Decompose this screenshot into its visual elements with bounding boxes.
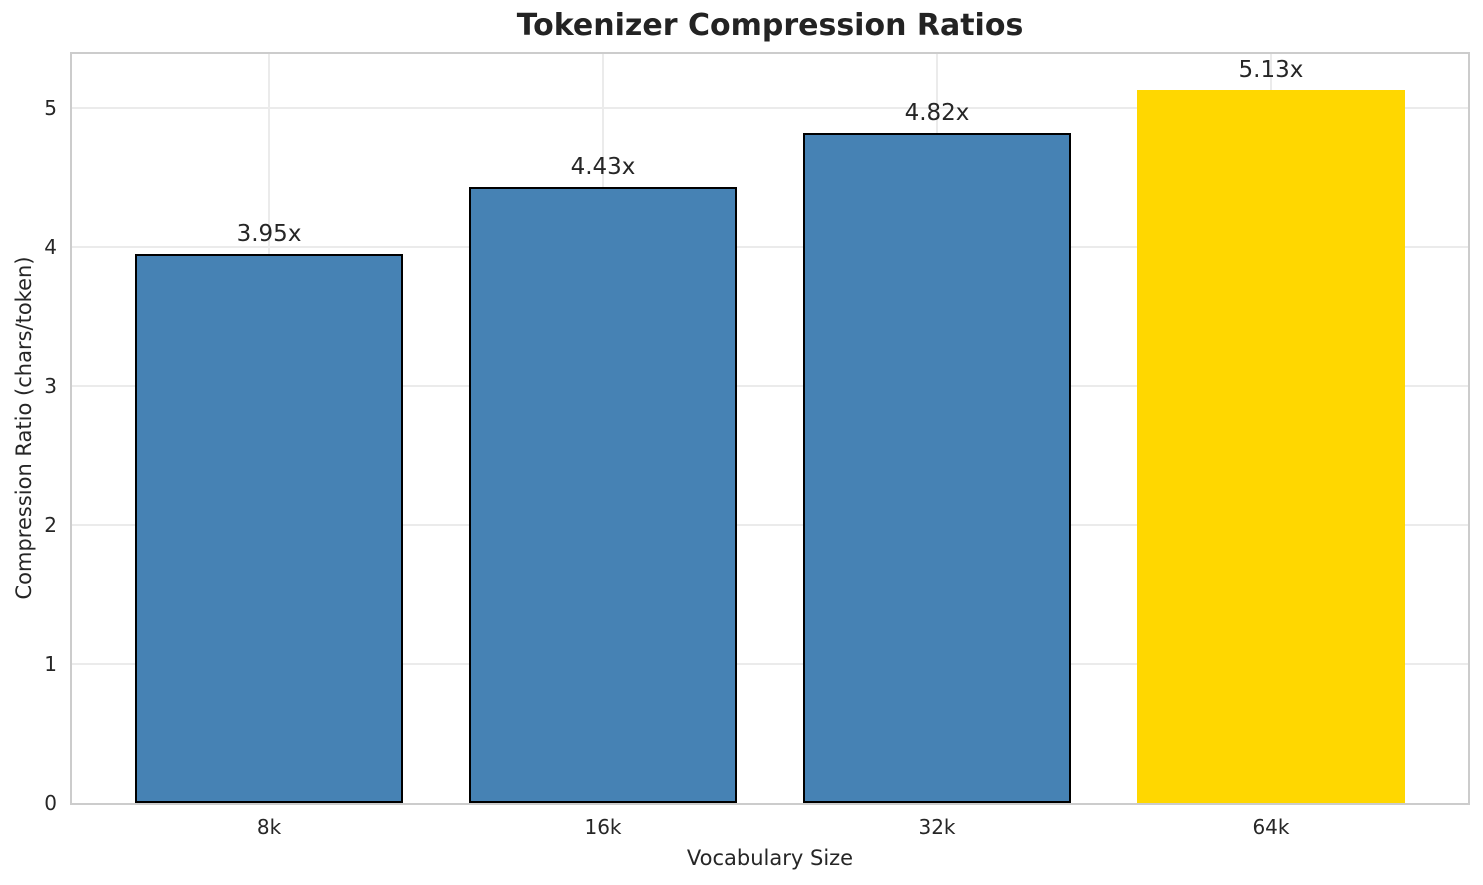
y-tick-label-4: 4 bbox=[44, 235, 57, 260]
chart-title: Tokenizer Compression Ratios bbox=[516, 8, 1024, 43]
y-tick-label-1: 1 bbox=[44, 652, 57, 677]
x-tick-label-64k: 64k bbox=[1252, 815, 1290, 839]
x-tick-label-16k: 16k bbox=[584, 815, 622, 839]
horizontal-gridline-1 bbox=[72, 663, 1468, 666]
y-tick-label-5: 5 bbox=[44, 96, 57, 121]
horizontal-gridline-4 bbox=[72, 246, 1468, 249]
y-axis-label: Compression Ratio (chars/token) bbox=[12, 256, 36, 600]
horizontal-gridline-3 bbox=[72, 385, 1468, 388]
bar-8k bbox=[135, 254, 404, 803]
y-tick-label-2: 2 bbox=[44, 513, 57, 538]
bar-value-label-64k: 5.13x bbox=[1238, 57, 1304, 84]
bar-32k bbox=[802, 133, 1071, 803]
bar-value-label-16k: 4.43x bbox=[570, 154, 636, 181]
bar-16k bbox=[469, 187, 737, 803]
horizontal-gridline-2 bbox=[72, 524, 1468, 527]
horizontal-gridline-5 bbox=[72, 107, 1468, 110]
bar-value-label-8k: 3.95x bbox=[236, 221, 302, 248]
bar-value-label-32k: 4.82x bbox=[904, 100, 970, 127]
x-tick-label-32k: 32k bbox=[918, 815, 956, 839]
y-tick-label-3: 3 bbox=[44, 374, 57, 399]
y-tick-label-0: 0 bbox=[44, 791, 57, 815]
plot-area: 3.95x 4.43x 4.82x 5.13x bbox=[70, 52, 1470, 805]
x-tick-label-8k: 8k bbox=[256, 815, 282, 839]
bar-64k bbox=[1136, 90, 1405, 803]
x-axis-label: Vocabulary Size bbox=[686, 846, 854, 870]
